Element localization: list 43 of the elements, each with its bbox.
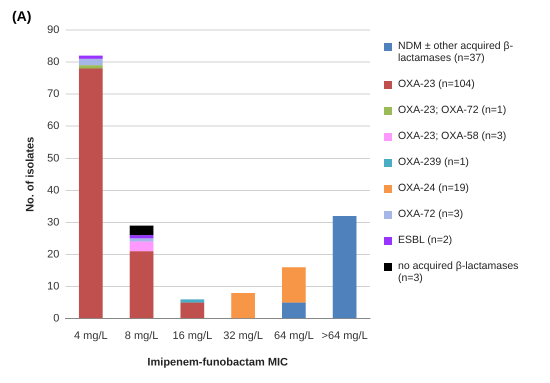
bar	[130, 242, 154, 252]
legend-label: OXA-23; OXA-58 (n=3)	[398, 130, 506, 142]
legend-label: OXA-23; OXA-72 (n=1)	[398, 104, 506, 116]
bar	[130, 251, 154, 318]
y-tick-label: 30	[47, 216, 60, 228]
y-tick-label: 90	[47, 24, 60, 36]
bar	[332, 216, 356, 318]
legend-label: OXA-23 (n=104)	[398, 78, 475, 90]
y-tick-label: 70	[47, 88, 60, 100]
y-tick-label: 50	[47, 152, 60, 164]
y-tick-label: 40	[47, 184, 60, 196]
bar	[282, 267, 306, 303]
x-tick-label: 64 mg/L	[274, 330, 314, 342]
text: (A)	[12, 8, 32, 24]
legend-label: OXA-239 (n=1)	[398, 156, 469, 168]
x-tick-label: 16 mg/L	[172, 330, 212, 342]
y-tick-label: 80	[47, 56, 60, 68]
y-tick-label: 20	[47, 248, 60, 260]
y-tick-label: 10	[47, 280, 60, 293]
legend-label: NDM ± other acquired β-lactamases (n=37)	[398, 40, 514, 64]
bar	[282, 302, 306, 318]
bar	[78, 58, 103, 66]
bar	[130, 226, 154, 236]
bar	[180, 302, 204, 318]
y-tick-label: 0	[53, 312, 60, 325]
x-tick-label: 32 mg/L	[223, 330, 263, 342]
bar	[78, 65, 103, 68]
y-axis-title: No. of isolates	[24, 136, 37, 212]
y-tick-label: 60	[47, 120, 60, 132]
bar	[231, 292, 255, 318]
legend-label: OXA-24 (n=19)	[398, 182, 469, 194]
x-tick-label: 4 mg/L	[74, 330, 108, 342]
legend-label: OXA-72 (n=3)	[398, 208, 464, 220]
bar	[130, 238, 154, 242]
x-tick-label: 8 mg/L	[124, 330, 158, 342]
bar	[180, 299, 204, 303]
x-axis-title: Imipenem-funobactam MIC	[147, 356, 288, 368]
bar	[78, 56, 103, 59]
bar	[130, 235, 154, 238]
legend-label: ESBL (n=2)	[398, 234, 452, 246]
legend-label: no acquired β-lactamases (n=3)	[398, 260, 520, 284]
bar	[78, 68, 103, 318]
x-tick-label: >64 mg/L	[322, 330, 368, 342]
